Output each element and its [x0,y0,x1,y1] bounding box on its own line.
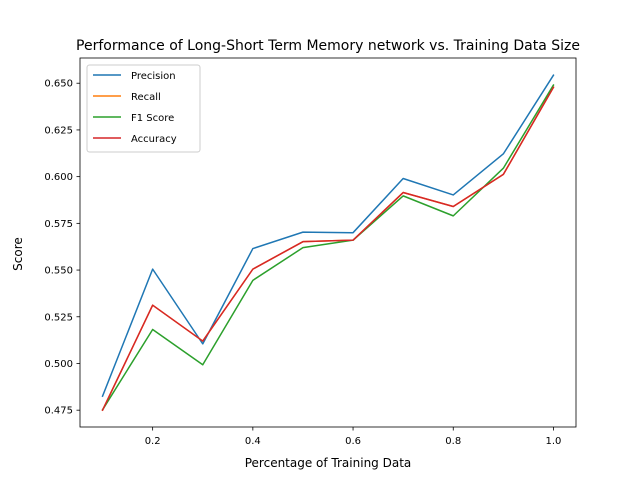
x-axis-label: Percentage of Training Data [245,456,412,470]
y-axis-label: Score [11,237,25,271]
legend-label: F1 Score [131,113,174,124]
y-tick-label: 0.625 [44,125,73,136]
y-tick-label: 0.575 [44,219,73,230]
series-line-f1-score [101,84,555,411]
y-tick-label: 0.550 [44,266,73,277]
y-tick-label: 0.475 [44,406,73,417]
legend-label: Accuracy [131,134,177,145]
series-line-precision [101,74,555,398]
legend-box [86,64,201,153]
legend-label: Precision [131,71,176,82]
y-tick-label: 0.650 [44,79,73,90]
legend-label: Recall [131,92,161,103]
y-tick-label: 0.600 [44,172,73,183]
x-tick-label: 0.4 [245,436,261,447]
series-line-accuracy [101,86,555,412]
y-tick-label: 0.525 [44,312,73,323]
x-tick-label: 1.0 [546,436,562,447]
y-tick-label: 0.500 [44,359,73,370]
x-tick-label: 0.8 [445,436,461,447]
x-tick-label: 0.2 [145,436,161,447]
legend: Precision Recall F1 Score Accuracy [86,64,201,153]
x-tick-label: 0.6 [345,436,361,447]
plot-marks [101,74,555,412]
axes: 0.2 0.4 0.6 0.8 1.0 0.475 0.500 0.525 0.550 0.575… [44,57,577,447]
plot-frame [79,57,577,428]
chart-title: Performance of Long-Short Term Memory ne… [76,38,580,54]
